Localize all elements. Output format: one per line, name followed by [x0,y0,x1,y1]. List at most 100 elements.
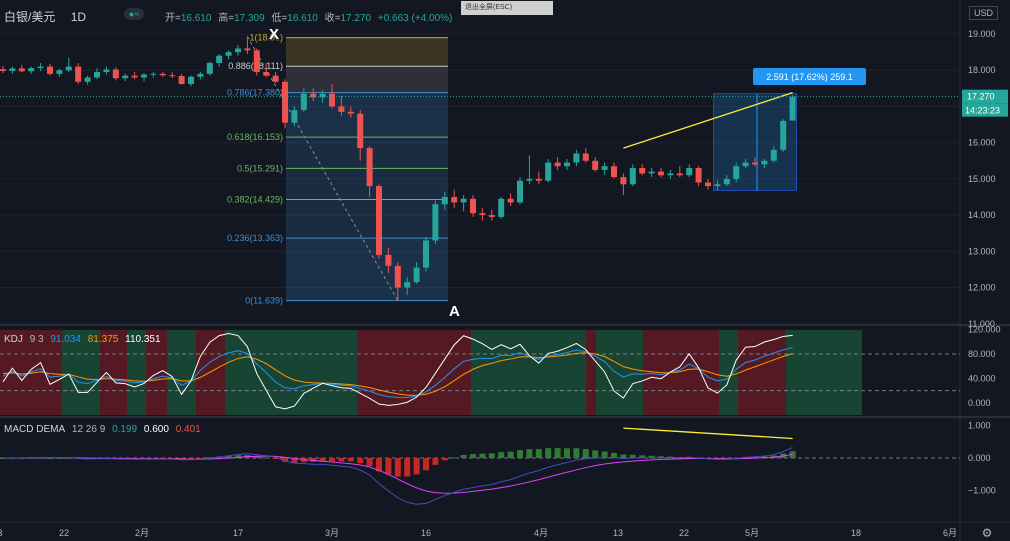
macd-histogram-bar [394,458,401,477]
candle-body [329,93,335,107]
time-tick-label: 22 [59,528,69,538]
kdj-band [596,330,643,415]
candle-body [620,177,627,185]
kdj-name[interactable]: KDJ [4,334,23,345]
macd-histogram-bar [648,455,655,458]
candle-body [404,282,411,288]
kdj-j-value: 110.351 [125,334,161,345]
price-trendline [623,92,793,149]
kdj-band [719,330,738,415]
interval-label[interactable]: 1D [70,10,87,24]
candle-body [573,153,580,163]
macd-histogram-bar [507,451,514,458]
kdj-tick-label: 40.000 [968,373,996,383]
fib-level-label: 0.5(15.291) [237,163,283,173]
macd-signal-line [2,453,793,494]
candle-body [300,93,307,111]
candle-body [319,93,326,98]
last-price-label: 17.270 [967,92,995,102]
macd-histogram-bar [460,454,467,458]
macd-histogram-bar [535,449,542,458]
fib-zone [286,199,448,239]
kdj-band [127,330,146,415]
high-label: 高= [218,13,235,24]
candle-body [376,186,382,255]
settings-gear-icon[interactable]: ⚙ [982,526,993,540]
macd-histogram-bar [300,458,307,463]
candle-body [394,265,401,288]
candle-body [582,153,589,161]
kdj-band [167,330,196,415]
fib-level-label: 0.618(16.153) [227,132,283,142]
candle-body [488,215,495,217]
kdj-k-value: 91.034 [50,334,81,345]
macd-histogram-bar [253,456,260,458]
candle-body [479,213,486,216]
macd-histogram-bar [357,458,364,464]
kdj-tick-label: 120.000 [968,325,1001,335]
fib-zone [286,92,448,138]
candle-body [225,52,232,56]
candle-body [291,110,298,123]
exit-fullscreen-button[interactable]: 退出全屏(ESC) [461,1,553,15]
candle-body [0,69,6,71]
macd-histogram-bar [235,455,241,458]
price-tick-label: 18.000 [968,65,996,75]
macd-histogram-bar [432,458,439,465]
currency-badge[interactable]: USD [968,6,998,20]
macd-histogram-bar [658,456,664,458]
macd-histogram-bar [291,458,298,463]
candle-body [169,75,176,77]
macd-tick-label: 0.000 [968,453,991,463]
macd-histogram-bar [225,455,232,458]
main-legend: 白银/美元 1D [4,8,90,25]
candle-body [545,162,552,181]
candle-body [310,93,317,98]
time-tick-label: 13 [613,528,623,538]
candle-body [216,55,223,63]
macd-histogram-bar [178,458,185,459]
candle-body [9,68,16,71]
macd-tick-label: 1.000 [968,421,991,431]
macd-histogram-bar [197,458,204,459]
candle-body [564,162,570,167]
candle-body [235,48,241,53]
candle-body [282,81,288,123]
macd-histogram-bar [263,457,270,459]
macd-name[interactable]: MACD DEMA [4,424,66,435]
macd-histogram-bar [56,457,63,459]
kdj-tick-label: 0.000 [968,398,991,408]
candle-body [385,254,392,266]
macd-signal-value: 0.401 [175,424,201,435]
macd-histogram-bar [639,455,646,458]
candle-body [159,73,166,76]
candle-body [188,76,194,84]
price-tick-label: 15.000 [968,174,996,184]
kdj-band [471,330,586,415]
fib-level-label: 0.382(14.429) [227,195,283,205]
macd-histogram-bar [206,457,213,459]
candle-body [742,162,749,167]
macd-histogram-bar [554,448,561,458]
candle-body [733,166,740,179]
fib-zone [286,238,448,301]
candle-body [526,178,533,181]
time-tick-label: 3 [0,528,3,538]
macd-line-value: 0.600 [143,424,169,435]
time-tick-label: 16 [421,528,431,538]
candle-body [761,160,768,165]
macd-histogram-bar [282,458,288,462]
candle-body [686,168,693,176]
kdj-band [786,330,862,415]
macd-histogram-bar [582,449,589,458]
symbol-label[interactable]: 白银/美元 [4,10,56,24]
macd-hist-value: 0.199 [112,424,138,435]
candle-body [56,70,63,74]
candle-body [141,74,147,78]
macd-histogram-bar [310,458,317,462]
fib-level-label: 0.236(13.363) [227,233,283,243]
change-value: +0.663 (+4.00%) [377,13,453,24]
candle-body [47,66,53,74]
